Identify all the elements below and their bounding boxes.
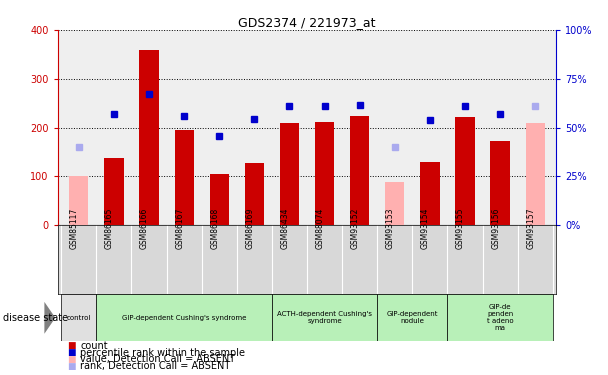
Title: GDS2374 / 221973_at: GDS2374 / 221973_at [238, 16, 376, 29]
Text: GSM93153: GSM93153 [386, 208, 395, 249]
Text: disease state: disease state [3, 313, 68, 323]
Text: GIP-dependent
nodule: GIP-dependent nodule [387, 311, 438, 324]
Text: GIP-de
penden
t adeno
ma: GIP-de penden t adeno ma [487, 304, 514, 332]
Text: GSM86166: GSM86166 [140, 208, 149, 249]
Text: ■: ■ [67, 341, 75, 350]
Bar [174, 130, 194, 225]
Bar [455, 117, 475, 225]
Bar [272, 294, 377, 341]
Text: count: count [80, 341, 108, 351]
Text: GSM93154: GSM93154 [421, 208, 430, 249]
Text: GSM93155: GSM93155 [456, 208, 465, 249]
Text: GSM93157: GSM93157 [527, 208, 535, 249]
Bar [377, 294, 447, 341]
Bar [491, 141, 510, 225]
Text: GSM88074: GSM88074 [316, 208, 325, 249]
Bar [61, 294, 97, 341]
Text: GIP-dependent Cushing's syndrome: GIP-dependent Cushing's syndrome [122, 315, 246, 321]
Text: value, Detection Call = ABSENT: value, Detection Call = ABSENT [80, 354, 235, 364]
Bar [525, 123, 545, 225]
Text: GSM86165: GSM86165 [105, 208, 114, 249]
Text: GSM93152: GSM93152 [351, 208, 360, 249]
Text: rank, Detection Call = ABSENT: rank, Detection Call = ABSENT [80, 361, 230, 371]
Text: ■: ■ [67, 362, 75, 370]
Text: ACTH-dependent Cushing's
syndrome: ACTH-dependent Cushing's syndrome [277, 311, 372, 324]
Text: ■: ■ [67, 348, 75, 357]
Text: GSM86434: GSM86434 [280, 208, 289, 249]
Bar [139, 51, 159, 225]
Bar [97, 294, 272, 341]
Text: GSM86169: GSM86169 [246, 208, 254, 249]
Text: ■: ■ [67, 355, 75, 364]
Polygon shape [44, 302, 55, 334]
Bar [350, 116, 370, 225]
Bar [385, 182, 404, 225]
Text: GSM93156: GSM93156 [491, 208, 500, 249]
Text: percentile rank within the sample: percentile rank within the sample [80, 348, 245, 357]
Bar [244, 163, 264, 225]
Bar [210, 174, 229, 225]
Bar [280, 123, 299, 225]
Text: GSM86167: GSM86167 [175, 208, 184, 249]
Bar [69, 176, 89, 225]
Text: GSM85117: GSM85117 [70, 208, 79, 249]
Bar [315, 122, 334, 225]
Bar [420, 162, 440, 225]
Bar [105, 158, 123, 225]
Bar [447, 294, 553, 341]
Text: GSM86168: GSM86168 [210, 208, 219, 249]
Text: control: control [67, 315, 91, 321]
